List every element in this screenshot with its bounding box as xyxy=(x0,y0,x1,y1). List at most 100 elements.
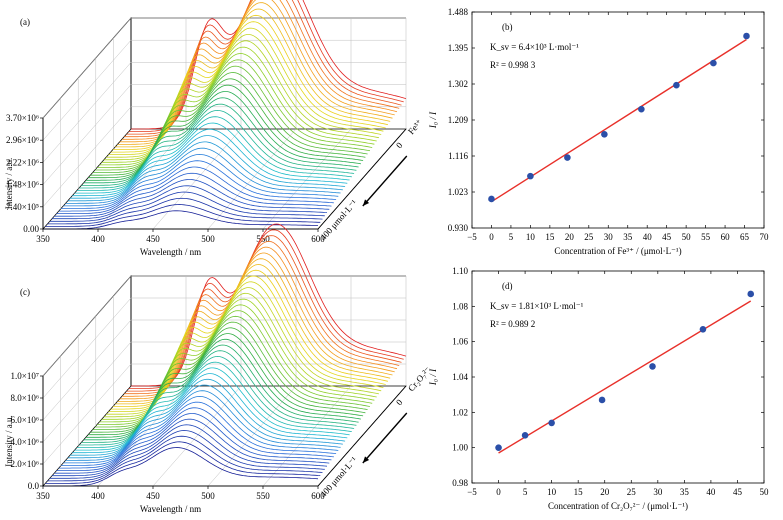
spectrum-curve xyxy=(52,424,328,477)
grid-line xyxy=(207,128,297,230)
annotation: R² = 0.998 3 xyxy=(490,60,536,70)
spectrum-curve xyxy=(90,327,366,433)
x-tick-label: 60 xyxy=(721,232,731,242)
floor xyxy=(43,385,407,487)
spectrum-curve xyxy=(79,355,355,446)
spectrum-curve xyxy=(74,367,350,451)
spectrum-curve xyxy=(58,166,334,212)
y-tick-label: 1.395 xyxy=(448,43,469,53)
x-tick-label: 500 xyxy=(201,234,215,244)
spectrum-curve xyxy=(83,97,359,184)
grid-line xyxy=(152,128,242,230)
spectrum-curve xyxy=(45,204,321,227)
grid-line xyxy=(42,17,132,119)
spectrum-curve xyxy=(83,344,359,441)
x-tick-label: 55 xyxy=(701,232,711,242)
x-tick-label: 15 xyxy=(574,487,584,497)
data-point xyxy=(638,105,645,113)
x-tick-label: 5 xyxy=(509,232,514,242)
spectrum-curve xyxy=(65,147,341,204)
grid-line xyxy=(42,62,132,163)
y-tick-label: 4.0×10⁶ xyxy=(11,437,39,447)
depth-arrow xyxy=(362,155,408,207)
y-tick-label: 1.302 xyxy=(448,79,468,89)
panel-label: (a) xyxy=(20,17,30,27)
data-point xyxy=(699,326,707,333)
grid-line xyxy=(42,319,132,421)
depth-end-label: 400 μmol·L⁻¹ xyxy=(318,198,359,243)
data-point xyxy=(601,131,608,138)
depth-arrow xyxy=(362,412,408,464)
x-tick-label: −5 xyxy=(467,232,477,242)
grid-line xyxy=(97,385,187,487)
x-tick-label: 350 xyxy=(36,491,50,501)
spectrum-curve xyxy=(47,435,323,482)
x-tick-label: 50 xyxy=(760,487,770,497)
spectrum-curve xyxy=(67,141,343,202)
x-tick-label: 30 xyxy=(653,487,663,497)
spectrum-curve xyxy=(47,197,323,225)
y-tick-label: 7.40×10⁵ xyxy=(6,202,39,212)
x-tick-label: 5 xyxy=(523,487,528,497)
x-tick-label: 70 xyxy=(760,232,770,242)
y-tick-label: 1.10 xyxy=(452,266,468,276)
x-tick-label: −5 xyxy=(467,487,477,497)
grid-line xyxy=(42,363,132,465)
spectrum-curve xyxy=(63,395,339,464)
y-axis-label: I₀ / I xyxy=(428,111,438,129)
y-tick-label: 2.22×10⁶ xyxy=(6,157,39,167)
y-tick-label: 1.02 xyxy=(452,407,468,417)
spectrum-curve xyxy=(85,91,361,181)
spectrum-curve xyxy=(92,72,368,173)
spectrum-curve xyxy=(88,84,364,179)
y-tick-label: 1.0×10⁷ xyxy=(11,371,39,381)
depth-axis xyxy=(317,128,407,230)
data-point xyxy=(649,363,656,370)
grid-line xyxy=(262,128,352,230)
depth-start-label: 0 xyxy=(394,140,405,150)
x-axis-label: Wavelength / nm xyxy=(140,504,201,514)
x-tick-label: 550 xyxy=(256,491,270,501)
y-tick-label: 3.70×10⁶ xyxy=(6,113,39,123)
spectrum-curve xyxy=(54,418,330,474)
spectrum-curve xyxy=(70,135,346,199)
y-axis-label: Intensity / a.u. xyxy=(4,158,14,210)
data-point xyxy=(495,444,502,451)
depth-species-label: Fe³⁺ xyxy=(406,117,425,136)
depth-arrow-head xyxy=(362,456,370,463)
spectrum-curve xyxy=(88,333,364,436)
x-tick-label: 25 xyxy=(627,487,637,497)
y-tick-label: 1.116 xyxy=(448,151,468,161)
y-tick-label: 1.08 xyxy=(452,301,468,311)
x-axis-label: Concentration of Cr₂O₇²⁻ / (μmol·L⁻¹) xyxy=(548,501,688,511)
spectrum-curve xyxy=(43,447,319,487)
y-tick-label: 0.930 xyxy=(448,223,469,233)
annotation: R² = 0.989 2 xyxy=(490,319,535,329)
waterfall-panel-a: 350 400 450 500 550 6000.007.40×10⁵1.48×10⁶2.… xyxy=(4,0,425,257)
grid-line xyxy=(42,341,132,443)
data-point xyxy=(598,396,606,404)
data-point xyxy=(527,172,534,180)
y-tick-label: 1.488 xyxy=(448,7,469,17)
x-tick-label: 50 xyxy=(682,232,692,242)
spectrum-curve xyxy=(97,59,373,168)
data-point xyxy=(673,81,680,89)
spectrum-curve xyxy=(49,191,325,222)
spectrum-curve xyxy=(115,264,391,405)
spectrum-curve xyxy=(99,53,375,166)
spectrum-curve xyxy=(85,338,361,438)
x-tick-label: 45 xyxy=(662,232,672,242)
data-point xyxy=(488,195,495,203)
x-tick-label: 20 xyxy=(565,232,575,242)
data-point xyxy=(747,290,755,298)
spectrum-curve xyxy=(72,128,348,197)
spectrum-curve xyxy=(81,103,357,186)
y-tick-label: 1.209 xyxy=(448,115,469,125)
panel-label: (b) xyxy=(502,22,513,32)
x-tick-label: 10 xyxy=(526,232,536,242)
x-tick-label: 45 xyxy=(733,487,743,497)
spectrum-curve xyxy=(70,378,346,456)
x-tick-label: 35 xyxy=(623,232,633,242)
fit-line xyxy=(498,300,752,454)
x-tick-label: 400 xyxy=(91,234,105,244)
